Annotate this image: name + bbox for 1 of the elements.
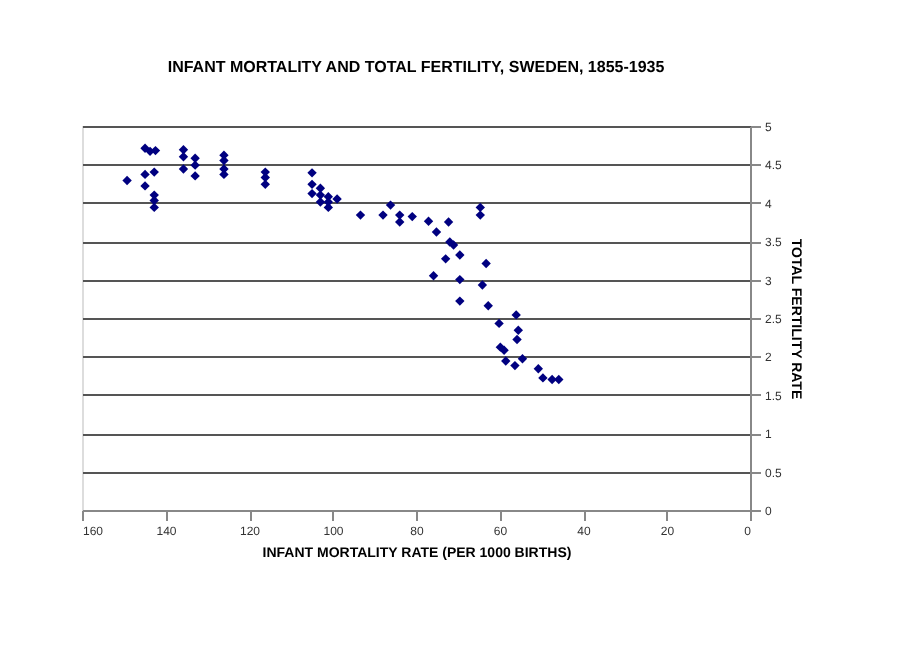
chart-title: INFANT MORTALITY AND TOTAL FERTILITY, SWEDEN, 1855-1935: [167, 58, 666, 76]
